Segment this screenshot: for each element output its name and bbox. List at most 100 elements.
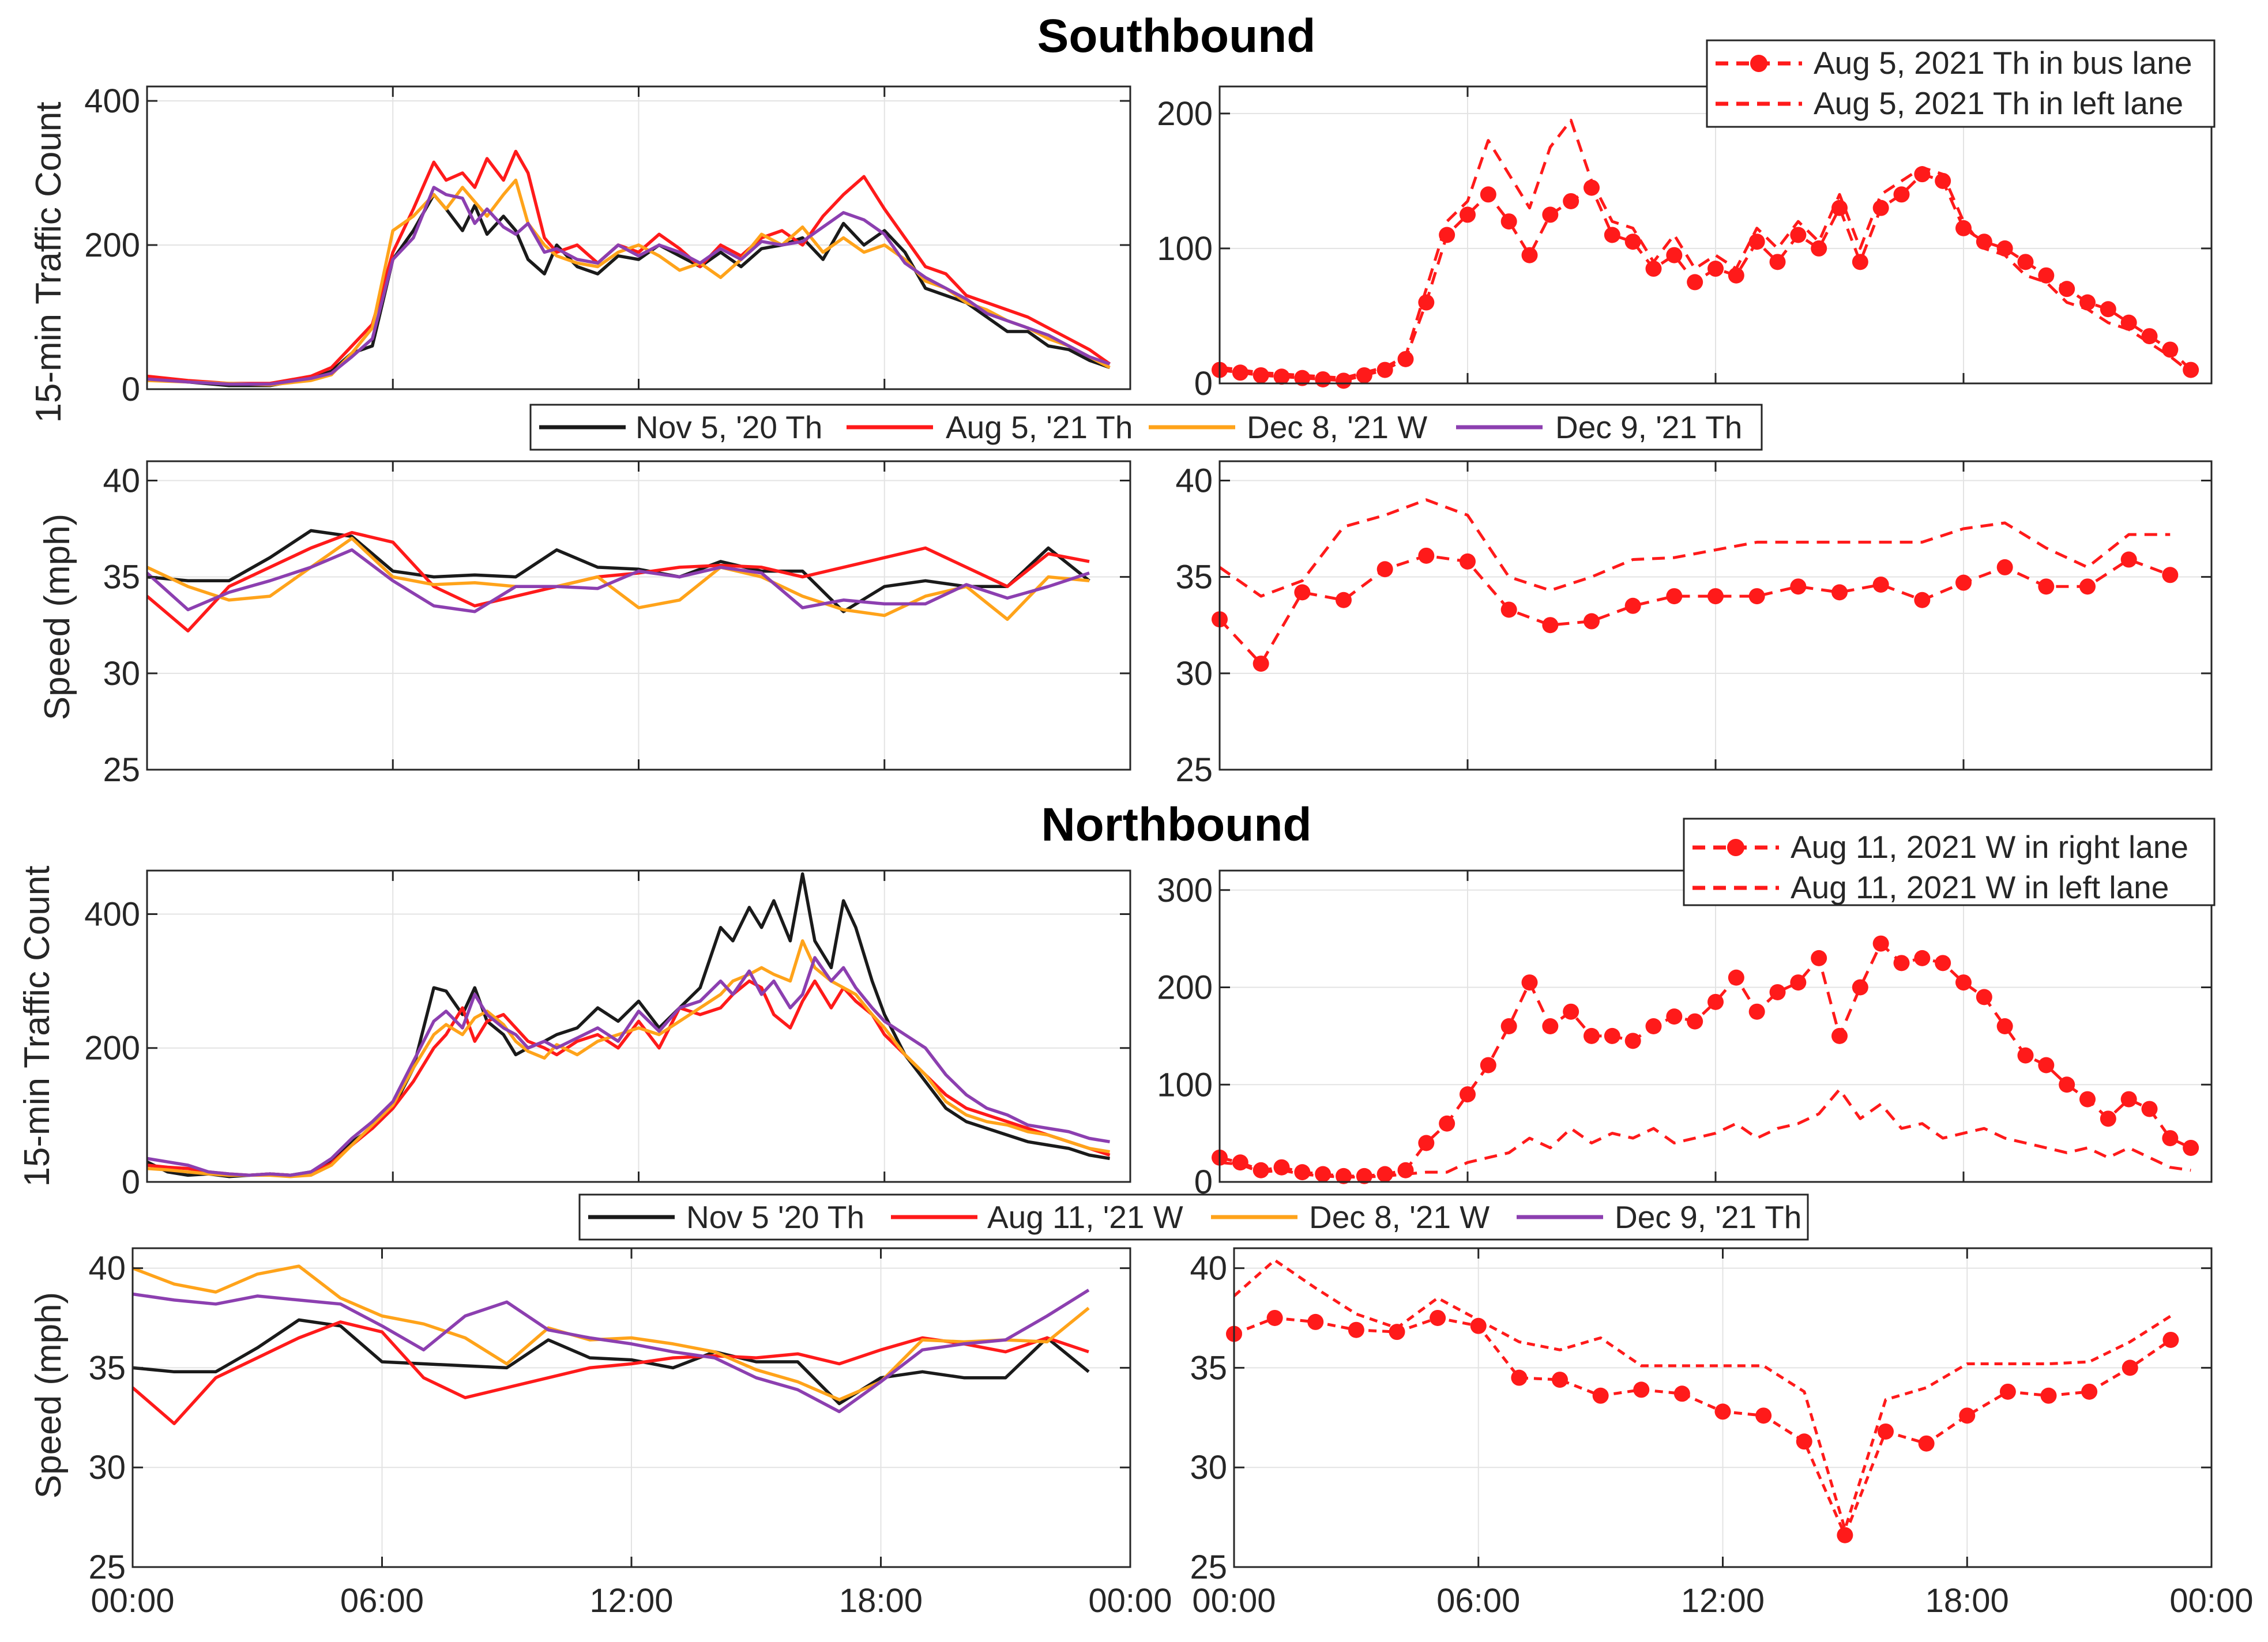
data-point [1666, 1008, 1683, 1025]
data-point [1480, 186, 1496, 203]
series-line-3 [132, 1264, 1090, 1402]
data-point [1645, 1018, 1662, 1034]
nb-speed-ylabel: Speed (mph) [29, 1292, 69, 1498]
data-point [1831, 199, 1848, 216]
nb-legend-label-dec8: Dec 8, '21 W [1309, 1199, 1490, 1235]
series-line-1 [1219, 942, 2192, 1178]
series-line-1 [132, 1318, 1090, 1406]
data-point [1521, 974, 1538, 991]
data-point [1755, 1407, 1772, 1424]
y-tick-label: 40 [103, 462, 140, 499]
data-point [1584, 613, 1600, 630]
data-point [2017, 254, 2034, 270]
data-point [2162, 1130, 2179, 1147]
nb-legend-label-dec9: Dec 9, '21 Th [1615, 1199, 1801, 1235]
data-point [2059, 1076, 2075, 1093]
series-line-4 [132, 1289, 1090, 1414]
data-point [1878, 1423, 1894, 1440]
legend-marker-bus-lane [1750, 55, 1767, 72]
data-point [1955, 574, 1972, 591]
data-point [1253, 1162, 1269, 1178]
sb-main-legend: Nov 5, '20 Th Aug 5, '21 Th Dec 8, '21 W… [529, 404, 1763, 451]
y-tick-label: 25 [1190, 1549, 1227, 1586]
data-point [1893, 186, 1910, 203]
x-tick-label: 18:00 [839, 1582, 923, 1620]
sb-lane-legend-left: Aug 5, 2021 Th in left lane [1814, 85, 2183, 121]
x-tick-label: 00:00 [91, 1582, 174, 1620]
data-point [1273, 1159, 1290, 1176]
y-tick-label: 35 [1175, 559, 1213, 596]
data-point [1604, 227, 1620, 243]
data-point [1439, 1115, 1455, 1132]
data-point [1666, 247, 1683, 263]
data-point [1955, 974, 1972, 991]
data-point [1707, 993, 1724, 1010]
data-point [2120, 1091, 2137, 1108]
x-tick-label: 06:00 [1436, 1582, 1520, 1620]
x-tick-label: 12:00 [1681, 1582, 1765, 1620]
data-point [1376, 561, 1393, 578]
y-tick-label: 200 [84, 227, 140, 264]
data-point [1389, 1324, 1405, 1340]
data-point [1914, 592, 1931, 608]
data-point [1348, 1321, 1364, 1338]
data-point [1935, 955, 1951, 971]
data-point [1584, 179, 1600, 196]
data-point [1624, 234, 1641, 250]
data-point [2122, 1359, 2138, 1376]
data-point [1811, 240, 1827, 257]
series-line-2 [1218, 498, 2171, 598]
data-point [1460, 553, 1476, 570]
series-line-2 [146, 530, 1090, 633]
series-line-1 [146, 529, 1090, 613]
data-point [1604, 1027, 1620, 1044]
series-line-2 [1219, 1088, 2191, 1179]
y-tick-label: 400 [84, 895, 140, 933]
data-point [1273, 368, 1290, 385]
data-point [1831, 1027, 1848, 1044]
y-tick-label: 200 [1157, 969, 1213, 1007]
data-point [1790, 227, 1807, 243]
data-point [1769, 254, 1786, 270]
series-line-2 [1233, 1259, 2172, 1531]
data-point [1852, 254, 1868, 270]
data-point [1397, 1162, 1414, 1178]
data-point [1430, 1309, 1446, 1326]
sb-lane-legend-bus: Aug 5, 2021 Th in bus lane [1814, 45, 2192, 81]
data-point [1460, 1086, 1476, 1103]
data-point [2081, 1383, 2098, 1400]
data-point [1790, 974, 1807, 991]
data-point [1996, 1018, 2013, 1034]
data-point [1811, 950, 1827, 966]
data-point [1232, 364, 1248, 381]
data-point [2038, 267, 2055, 284]
data-point [1542, 1018, 1559, 1034]
data-point [1748, 588, 1765, 605]
y-tick-label: 30 [88, 1449, 126, 1486]
data-point [1418, 1135, 1435, 1151]
data-point [1996, 559, 2013, 575]
data-point [1500, 1018, 1517, 1034]
sb-count-lanes-plot: 0 100 200 [1157, 85, 2213, 402]
data-point [1707, 261, 1724, 277]
sb-speed-ylabel: Speed (mph) [37, 514, 77, 720]
sb-count-ylabel: 15-min Traffic Count [29, 101, 69, 423]
y-tick-label: 400 [84, 82, 140, 120]
y-tick-label: 25 [1175, 751, 1213, 789]
data-point [2059, 281, 2075, 297]
series-line-4 [146, 956, 1110, 1177]
data-point [2079, 1091, 2096, 1108]
y-tick-label: 25 [88, 1549, 126, 1586]
data-point [2162, 341, 2179, 358]
data-point [1315, 1166, 1332, 1182]
data-point [1918, 1435, 1935, 1452]
data-point [1673, 1385, 1690, 1402]
data-point [2183, 1139, 2199, 1156]
data-point [1294, 584, 1311, 601]
data-point [1831, 584, 1848, 601]
data-point [1999, 1383, 2016, 1400]
x-tick-label: 00:00 [1192, 1582, 1276, 1620]
data-point [1748, 1003, 1765, 1020]
data-point [1645, 261, 1662, 277]
